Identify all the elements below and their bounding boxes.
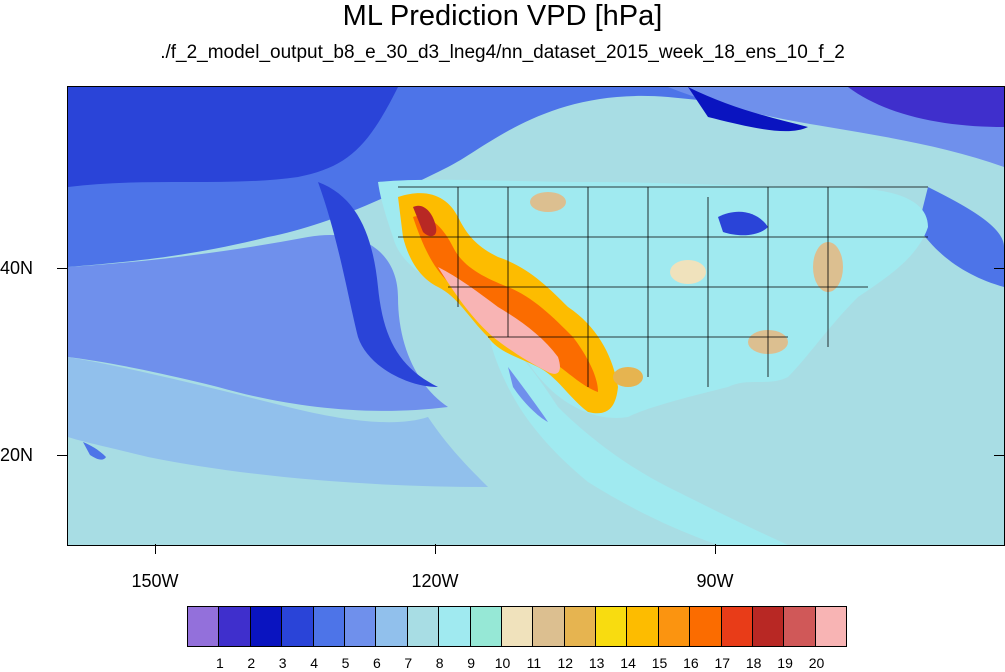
colorbar-label: 17: [714, 655, 731, 671]
colorbar-label: 15: [651, 655, 668, 671]
colorbar-label: 9: [467, 655, 475, 671]
colorbar-label: 19: [777, 655, 793, 671]
colorbar-label: 12: [557, 655, 574, 671]
colorbar-swatch: [563, 606, 597, 647]
dry-spot-idaho: [530, 192, 566, 212]
colorbar-swatch: [375, 606, 408, 647]
colorbar-swatch: [752, 606, 785, 647]
map-title: ML Prediction VPD [hPa]: [342, 0, 663, 32]
colorbar-swatch: [281, 606, 314, 647]
colorbar-label: 13: [588, 655, 605, 671]
colorbar-swatch: [595, 606, 628, 647]
colorbar-swatch: [438, 606, 471, 647]
y-tick-40n-right: [994, 268, 1004, 269]
colorbar-label: 14: [620, 655, 636, 671]
state-boundaries: [398, 186, 928, 387]
y-tick-20n-right: [994, 455, 1004, 456]
colorbar-swatch: [187, 606, 220, 647]
colorbar-swatch: [312, 606, 345, 647]
north-east-band: [848, 87, 1004, 127]
arid-west-mid: [413, 216, 598, 392]
coastal-deep-band: [318, 182, 438, 387]
mexico-land: [488, 327, 788, 545]
vpd-field: [68, 87, 1004, 545]
colorbar-swatch: [343, 606, 377, 647]
atlantic-band: [918, 187, 1004, 287]
arid-west-core: [438, 267, 560, 374]
vpd-map: [67, 86, 1005, 546]
colorbar-swatch: [783, 606, 816, 647]
colorbar-label: 11: [526, 655, 542, 671]
colorbar-swatch: [500, 606, 534, 647]
x-tick-90w: [715, 544, 716, 554]
gulf-of-california: [508, 367, 548, 422]
x-tick-150w: [155, 544, 156, 554]
colorbar-label: 20: [808, 655, 825, 671]
colorbar-swatch: [814, 606, 848, 647]
colorbar: [187, 606, 848, 647]
colorbar-swatch: [469, 606, 502, 647]
colorbar-swatch: [689, 606, 722, 647]
gulf-of-alaska-dry-band: [68, 87, 398, 187]
y-tick-20n: [57, 455, 67, 456]
colorbar-label: 10: [494, 655, 511, 671]
pacific-light-band: [68, 357, 488, 487]
colorbar-swatch: [532, 606, 565, 647]
colorbar-swatch: [720, 606, 754, 647]
hudson-band: [688, 87, 808, 132]
x-label-120w: 120W: [411, 571, 459, 591]
y-label-20n: 20N: [0, 445, 34, 465]
oregon-hot-spot: [413, 205, 437, 237]
colorbar-label: 8: [435, 655, 444, 671]
colorbar-swatch: [657, 606, 691, 647]
hawaii-islands: [83, 442, 106, 460]
great-lakes: [718, 211, 768, 236]
x-label-90w: 90W: [696, 571, 734, 591]
colorbar-label: 3: [278, 655, 287, 671]
colorbar-swatch: [218, 606, 251, 647]
dry-spot-texas: [613, 367, 643, 387]
north-america-land: [378, 179, 928, 418]
dry-spot-plains: [670, 260, 706, 284]
colorbar-label: 1: [215, 655, 224, 671]
colorbar-label: 18: [745, 655, 762, 671]
colorbar-label: 16: [683, 655, 699, 671]
colorbar-label: 7: [404, 655, 413, 671]
colorbar-swatch: [406, 606, 440, 647]
colorbar-label: 5: [341, 655, 350, 671]
y-tick-40n: [57, 268, 67, 269]
colorbar-swatch: [626, 606, 659, 647]
colorbar-label: 2: [247, 655, 256, 671]
x-label-150w: 150W: [131, 571, 179, 591]
x-tick-120w: [435, 544, 436, 554]
colorbar-label: 6: [372, 655, 381, 671]
colorbar-swatch: [249, 606, 283, 647]
y-label-40n: 40N: [0, 258, 34, 278]
map-subtitle: ./f_2_model_output_b8_e_30_d3_lneg4/nn_d…: [160, 42, 845, 63]
colorbar-label: 4: [310, 655, 318, 671]
